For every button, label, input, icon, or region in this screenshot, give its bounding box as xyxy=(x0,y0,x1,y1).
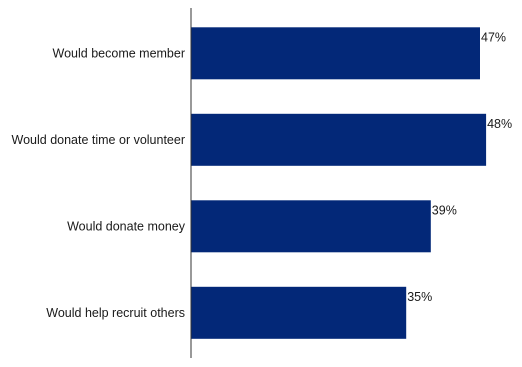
category-label-2: Would donate money xyxy=(67,219,186,233)
bar-3 xyxy=(191,286,407,339)
value-label-0: 47% xyxy=(481,30,506,44)
value-labels-group: 47% 48% 39% 35% xyxy=(407,30,512,304)
bar-1 xyxy=(191,113,487,166)
category-label-3: Would help recruit others xyxy=(46,306,185,320)
bar-0 xyxy=(191,27,480,80)
category-label-0: Would become member xyxy=(53,46,185,60)
value-label-1: 48% xyxy=(487,117,512,131)
bars-group xyxy=(191,27,487,339)
value-label-3: 35% xyxy=(407,290,432,304)
value-label-2: 39% xyxy=(432,203,457,217)
category-labels-group: Would become member Would donate time or … xyxy=(12,46,186,320)
category-label-1: Would donate time or volunteer xyxy=(12,133,185,147)
bar-2 xyxy=(191,200,431,253)
